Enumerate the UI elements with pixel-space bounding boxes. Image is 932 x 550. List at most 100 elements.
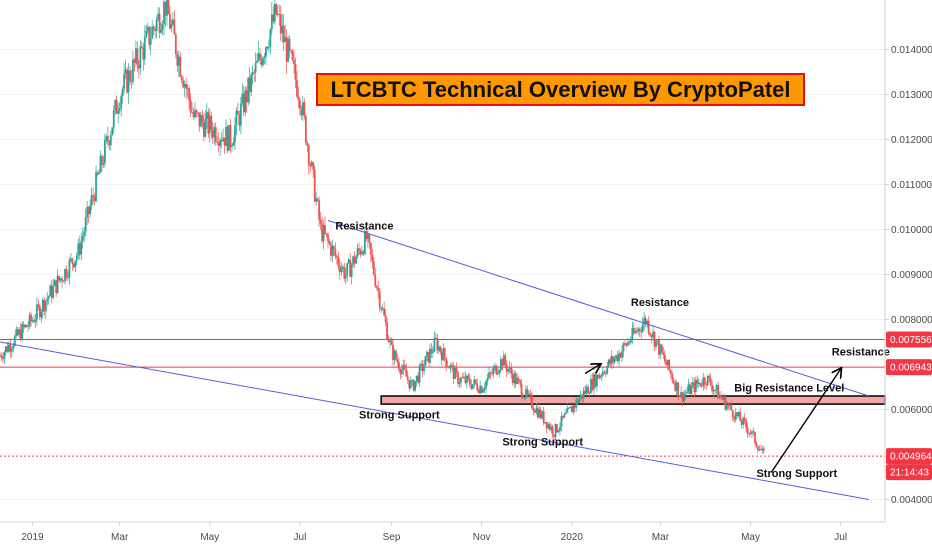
candle-body-220 [324,225,326,234]
candle-body-351 [517,378,520,381]
candle-body-70 [102,163,105,165]
candle-body-271 [399,369,402,374]
candle-body-209 [307,145,310,166]
candle-body-107 [157,13,159,20]
candle-body-11 [15,329,18,337]
big-resistance-zone [380,395,886,405]
candle-body-77 [112,110,115,128]
candle-body-180 [265,47,267,57]
candle-body-493 [727,405,730,407]
candle-body-130 [191,112,193,114]
candle-body-54 [78,243,81,255]
candle-body-60 [87,206,90,215]
candle-body-376 [554,424,557,438]
candle-body-94 [137,64,140,69]
candle-body-123 [180,76,183,81]
candle-body-252 [371,254,374,262]
candle-body-238 [350,264,353,277]
candle-body-76 [111,127,114,136]
annotation-strong-support-4: Strong Support [359,410,440,422]
candle-body-288 [424,356,427,366]
candle-body-171 [251,72,254,75]
candle-body-405 [597,374,600,379]
y-tick-label-7: 0.006000 [891,405,932,416]
candle-body-488 [720,394,722,398]
candle-body-318 [468,378,471,385]
candle-body-342 [504,355,507,365]
candle-body-260 [383,308,386,316]
candle-body-150 [220,140,223,142]
candle-body-408 [601,371,604,376]
candle-body-275 [405,369,408,377]
candle-body-202 [297,96,300,101]
candle-body-7 [9,344,12,352]
candle-body-386 [569,406,572,408]
candle-body-481 [709,378,712,386]
candle-body-281 [414,381,417,391]
candle-body-393 [579,394,582,399]
candle-body-284 [418,365,421,383]
candle-body-205 [301,102,304,116]
candle-body-444 [655,340,657,347]
candle-body-22 [31,320,34,322]
candle-body-349 [514,373,517,385]
candle-body-460 [678,396,681,398]
candle-body-98 [143,37,146,60]
candle-body-270 [398,362,400,370]
candle-body-357 [526,389,529,395]
candle-body-221 [325,233,328,235]
candle-body-326 [480,386,483,393]
candle-body-166 [244,90,247,113]
candle-body-32 [46,298,49,302]
candle-body-484 [714,389,716,391]
candle-body-117 [171,19,174,24]
current-price-badge-bg [886,448,932,465]
candle-body-251 [369,242,372,255]
candle-body-513 [757,446,759,451]
candle-body-278 [409,380,412,389]
candle-body-497 [733,417,736,420]
candle-body-486 [717,385,719,399]
candle-body-167 [245,90,248,103]
candle-body-289 [426,351,428,357]
candle-body-69 [101,155,103,165]
candle-body-159 [234,125,236,143]
candle-body-129 [189,100,192,113]
candle-body-247 [364,230,366,254]
candle-body-352 [519,380,521,384]
candle-body-47 [68,260,71,278]
candle-body-301 [443,348,446,358]
candle-body-507 [748,432,750,434]
candle-body-181 [266,47,269,49]
candle-body-296 [436,337,439,351]
candle-body-506 [746,427,749,434]
candle-body-200 [294,63,297,81]
candle-body-453 [668,359,671,371]
candle-body-276 [406,376,409,380]
candle-body-184 [270,14,273,30]
candle-body-417 [615,355,618,359]
candle-body-412 [607,359,610,366]
candle-body-360 [530,395,533,408]
candle-body-219 [322,225,325,242]
candle-body-300 [442,348,445,361]
candle-body-315 [464,376,467,383]
candle-body-368 [542,411,545,424]
candle-body-392 [578,398,581,404]
candle-body-435 [641,324,644,332]
candle-body-134 [197,112,199,114]
candle-body-175 [257,53,260,61]
candle-body-91 [133,59,136,63]
candle-body-416 [613,358,616,363]
candle-body-6 [7,344,10,352]
candle-body-379 [559,426,561,431]
candle-body-511 [754,432,756,443]
candle-body-18 [25,324,28,327]
candle-body-61 [89,205,92,215]
candle-body-483 [712,389,715,392]
candle-body-36 [52,285,55,298]
candle-body-30 [43,299,46,312]
candle-body-133 [195,110,198,113]
candle-body-302 [445,357,448,367]
